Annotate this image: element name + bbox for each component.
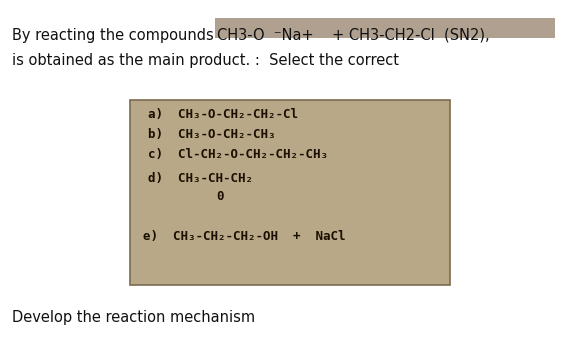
Text: d)  CH₃-CH-CH₂: d) CH₃-CH-CH₂ bbox=[148, 172, 253, 185]
Text: Develop the reaction mechanism: Develop the reaction mechanism bbox=[12, 310, 255, 325]
Text: is obtained as the main product. :  Select the correct: is obtained as the main product. : Selec… bbox=[12, 53, 399, 68]
Text: b)  CH₃-O-CH₂-CH₃: b) CH₃-O-CH₂-CH₃ bbox=[148, 128, 276, 141]
Text: a)  CH₃-O-CH₂-CH₂-Cl: a) CH₃-O-CH₂-CH₂-Cl bbox=[148, 108, 298, 121]
Text: CH3-O  ⁻Na+    + CH3-CH2-Cl  (SN2),: CH3-O ⁻Na+ + CH3-CH2-Cl (SN2), bbox=[217, 28, 490, 43]
Text: 0: 0 bbox=[216, 190, 224, 203]
Text: c)  Cl-CH₂-O-CH₂-CH₂-CH₃: c) Cl-CH₂-O-CH₂-CH₂-CH₃ bbox=[148, 148, 328, 161]
Text: e)  CH₃-CH₂-CH₂-OH  +  NaCl: e) CH₃-CH₂-CH₂-OH + NaCl bbox=[143, 230, 346, 243]
FancyBboxPatch shape bbox=[130, 100, 450, 285]
Text: By reacting the compounds: By reacting the compounds bbox=[12, 28, 219, 43]
FancyBboxPatch shape bbox=[215, 18, 555, 38]
